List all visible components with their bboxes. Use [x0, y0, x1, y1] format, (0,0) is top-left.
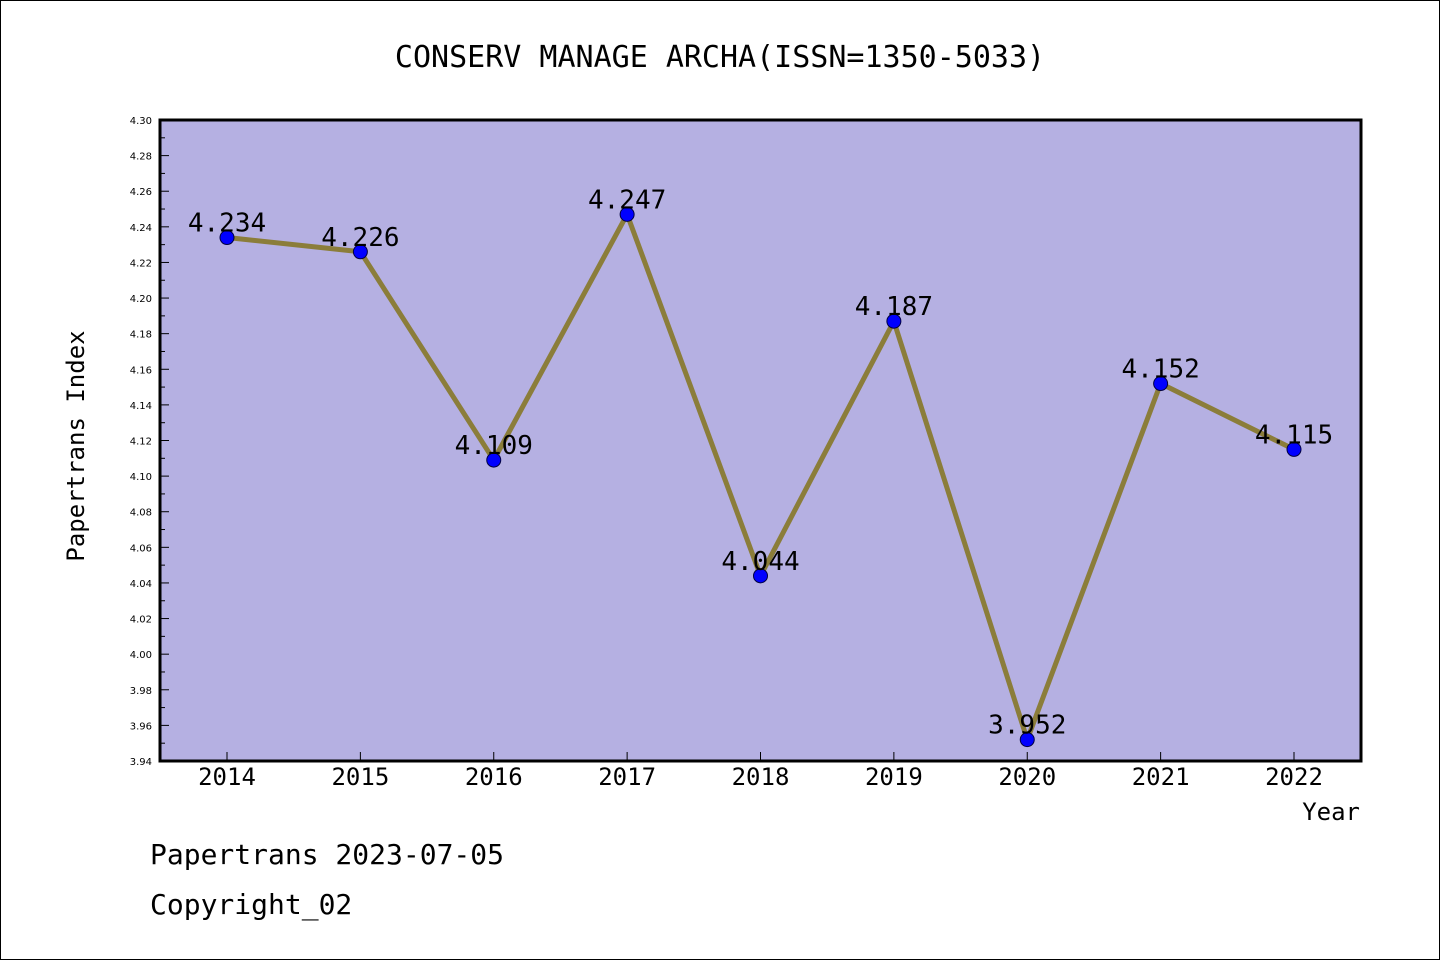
x-tick-label: 2021 — [1132, 763, 1190, 791]
x-tick-label: 2014 — [198, 763, 256, 791]
y-tick-label: 3.94 — [130, 757, 152, 768]
y-tick-label: 4.12 — [130, 437, 152, 448]
plot-area — [158, 118, 1363, 763]
data-point — [1153, 376, 1169, 392]
data-label: 4.247 — [588, 185, 666, 215]
data-point — [219, 230, 235, 246]
data-label: 4.115 — [1255, 420, 1333, 450]
data-label: 4.226 — [321, 223, 399, 253]
x-tick-label: 2016 — [465, 763, 523, 791]
x-tick-label: 2015 — [331, 763, 389, 791]
data-label: 4.109 — [455, 431, 533, 461]
y-tick-label: 4.08 — [130, 508, 152, 519]
y-tick-label: 4.20 — [130, 294, 152, 305]
x-tick-label: 2022 — [1265, 763, 1323, 791]
data-labels: 4.234 4.226 4.109 4.247 4.044 4.187 3.952 4.152… — [188, 185, 1333, 740]
footer-source: Papertrans 2023-07-05 — [150, 838, 504, 871]
y-tick-label: 4.26 — [130, 187, 152, 198]
y-tick-label: 4.24 — [130, 223, 152, 234]
y-tick-label: 4.22 — [130, 258, 152, 269]
data-point — [619, 206, 635, 222]
y-tick-label: 4.06 — [130, 543, 152, 554]
series-markers — [219, 206, 1302, 748]
x-axis: 2014 2015 2016 2017 2018 2019 2020 2021 2022 — [198, 752, 1323, 791]
y-tick-label: 4.02 — [130, 615, 152, 626]
data-point — [886, 313, 902, 329]
data-label: 4.187 — [855, 292, 933, 322]
y-tick-label: 4.10 — [130, 472, 152, 483]
data-label: 3.952 — [988, 711, 1066, 741]
y-axis-title: Papertrans Index — [62, 330, 90, 561]
x-tick-label: 2020 — [998, 763, 1056, 791]
chart-title: CONSERV MANAGE ARCHA(ISSN=1350-5033) — [395, 40, 1045, 75]
x-axis-title: Year — [1302, 798, 1360, 826]
footer-copyright: Copyright_02 — [150, 888, 352, 922]
y-tick-label: 4.16 — [130, 365, 152, 376]
data-point — [486, 452, 502, 468]
data-point — [352, 244, 368, 260]
data-label: 4.234 — [188, 209, 266, 239]
data-point — [1286, 441, 1302, 457]
data-point — [1019, 732, 1035, 748]
y-tick-label: 4.00 — [130, 650, 152, 661]
y-tick-label: 4.28 — [130, 152, 152, 163]
y-axis: 3.94 3.96 3.98 4.00 4.02 4.04 4.06 4.08 4.10 4.12… — [130, 116, 169, 768]
y-tick-label: 4.18 — [130, 330, 152, 341]
y-tick-label: 4.14 — [130, 401, 152, 412]
y-tick-label: 4.30 — [130, 116, 152, 127]
data-point — [753, 568, 768, 584]
y-tick-label: 4.04 — [130, 579, 152, 590]
data-label: 4.044 — [721, 547, 799, 577]
x-tick-label: 2019 — [865, 763, 923, 791]
y-tick-label: 3.98 — [130, 686, 152, 697]
x-tick-label: 2017 — [598, 763, 656, 791]
y-tick-label: 3.96 — [130, 721, 152, 732]
x-tick-label: 2018 — [732, 763, 790, 791]
data-label: 4.152 — [1121, 355, 1199, 385]
